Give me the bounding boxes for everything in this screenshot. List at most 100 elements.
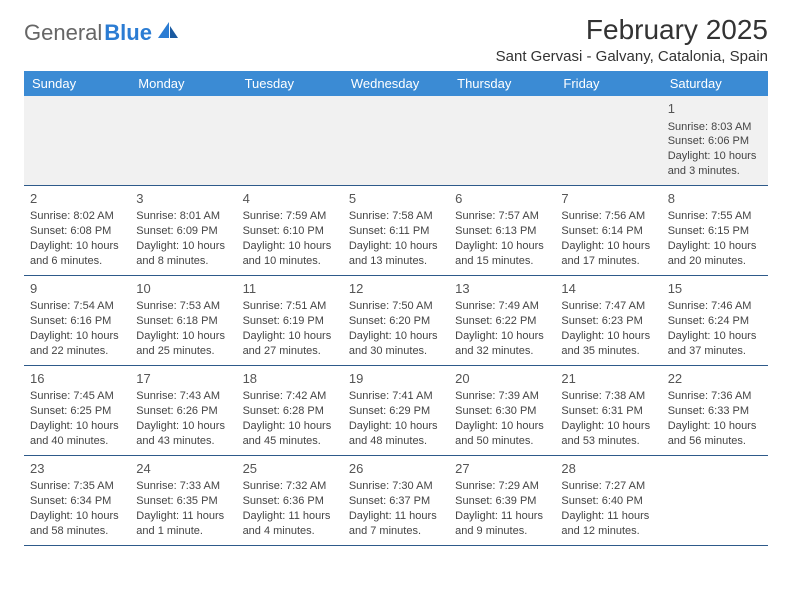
sunset-line: Sunset: 6:40 PM: [561, 494, 655, 509]
day-number: 5: [349, 190, 443, 208]
day-number: 13: [455, 280, 549, 298]
sunrise-line: Sunrise: 7:42 AM: [243, 389, 337, 404]
daylight-line: Daylight: 10 hours and 53 minutes.: [561, 419, 655, 449]
title-block: February 2025 Sant Gervasi - Galvany, Ca…: [496, 14, 768, 65]
weekday-header: Wednesday: [343, 71, 449, 96]
sunrise-line: Sunrise: 8:01 AM: [136, 209, 230, 224]
sunrise-line: Sunrise: 7:36 AM: [668, 389, 762, 404]
sunrise-line: Sunrise: 7:58 AM: [349, 209, 443, 224]
bottom-rule: [24, 545, 768, 546]
sunset-line: Sunset: 6:39 PM: [455, 494, 549, 509]
day-number: 28: [561, 460, 655, 478]
sunset-line: Sunset: 6:18 PM: [136, 314, 230, 329]
sunset-line: Sunset: 6:16 PM: [30, 314, 124, 329]
daylight-line: Daylight: 11 hours and 7 minutes.: [349, 509, 443, 539]
sunrise-line: Sunrise: 7:30 AM: [349, 479, 443, 494]
day-cell: 27Sunrise: 7:29 AMSunset: 6:39 PMDayligh…: [449, 455, 555, 545]
sunrise-line: Sunrise: 7:35 AM: [30, 479, 124, 494]
day-cell: [130, 96, 236, 185]
week-row: 1Sunrise: 8:03 AMSunset: 6:06 PMDaylight…: [24, 96, 768, 185]
daylight-line: Daylight: 11 hours and 1 minute.: [136, 509, 230, 539]
daylight-line: Daylight: 10 hours and 25 minutes.: [136, 329, 230, 359]
sunrise-line: Sunrise: 7:33 AM: [136, 479, 230, 494]
week-row: 9Sunrise: 7:54 AMSunset: 6:16 PMDaylight…: [24, 275, 768, 365]
logo-sail-icon: [156, 20, 180, 46]
day-cell: 15Sunrise: 7:46 AMSunset: 6:24 PMDayligh…: [662, 275, 768, 365]
sunrise-line: Sunrise: 7:41 AM: [349, 389, 443, 404]
sunrise-line: Sunrise: 7:27 AM: [561, 479, 655, 494]
sunrise-line: Sunrise: 7:39 AM: [455, 389, 549, 404]
sunrise-line: Sunrise: 7:47 AM: [561, 299, 655, 314]
sunrise-line: Sunrise: 7:57 AM: [455, 209, 549, 224]
daylight-line: Daylight: 11 hours and 9 minutes.: [455, 509, 549, 539]
day-number: 11: [243, 280, 337, 298]
sunset-line: Sunset: 6:15 PM: [668, 224, 762, 239]
day-number: 16: [30, 370, 124, 388]
sunrise-line: Sunrise: 7:51 AM: [243, 299, 337, 314]
day-cell: [662, 455, 768, 545]
sunrise-line: Sunrise: 7:54 AM: [30, 299, 124, 314]
weekday-header-row: SundayMondayTuesdayWednesdayThursdayFrid…: [24, 71, 768, 96]
day-number: 23: [30, 460, 124, 478]
sunrise-line: Sunrise: 7:53 AM: [136, 299, 230, 314]
sunset-line: Sunset: 6:08 PM: [30, 224, 124, 239]
logo-text-general: General: [24, 20, 102, 46]
day-number: 24: [136, 460, 230, 478]
daylight-line: Daylight: 10 hours and 43 minutes.: [136, 419, 230, 449]
weekday-header: Tuesday: [237, 71, 343, 96]
weekday-header: Friday: [555, 71, 661, 96]
day-number: 8: [668, 190, 762, 208]
day-number: 1: [668, 100, 762, 118]
sunset-line: Sunset: 6:13 PM: [455, 224, 549, 239]
day-cell: 14Sunrise: 7:47 AMSunset: 6:23 PMDayligh…: [555, 275, 661, 365]
sunrise-line: Sunrise: 7:38 AM: [561, 389, 655, 404]
day-cell: 19Sunrise: 7:41 AMSunset: 6:29 PMDayligh…: [343, 365, 449, 455]
daylight-line: Daylight: 10 hours and 35 minutes.: [561, 329, 655, 359]
daylight-line: Daylight: 10 hours and 15 minutes.: [455, 239, 549, 269]
day-cell: 17Sunrise: 7:43 AMSunset: 6:26 PMDayligh…: [130, 365, 236, 455]
day-number: 6: [455, 190, 549, 208]
daylight-line: Daylight: 10 hours and 50 minutes.: [455, 419, 549, 449]
sunrise-line: Sunrise: 7:59 AM: [243, 209, 337, 224]
sunset-line: Sunset: 6:14 PM: [561, 224, 655, 239]
daylight-line: Daylight: 10 hours and 22 minutes.: [30, 329, 124, 359]
daylight-line: Daylight: 10 hours and 37 minutes.: [668, 329, 762, 359]
weekday-header: Sunday: [24, 71, 130, 96]
day-cell: 20Sunrise: 7:39 AMSunset: 6:30 PMDayligh…: [449, 365, 555, 455]
header: GeneralBlue February 2025 Sant Gervasi -…: [24, 14, 768, 65]
day-cell: 24Sunrise: 7:33 AMSunset: 6:35 PMDayligh…: [130, 455, 236, 545]
day-cell: [343, 96, 449, 185]
sunset-line: Sunset: 6:30 PM: [455, 404, 549, 419]
calendar-table: SundayMondayTuesdayWednesdayThursdayFrid…: [24, 71, 768, 545]
day-cell: 8Sunrise: 7:55 AMSunset: 6:15 PMDaylight…: [662, 185, 768, 275]
daylight-line: Daylight: 10 hours and 48 minutes.: [349, 419, 443, 449]
day-cell: 2Sunrise: 8:02 AMSunset: 6:08 PMDaylight…: [24, 185, 130, 275]
sunrise-line: Sunrise: 7:32 AM: [243, 479, 337, 494]
sunrise-line: Sunrise: 7:55 AM: [668, 209, 762, 224]
month-title: February 2025: [496, 14, 768, 46]
day-number: 25: [243, 460, 337, 478]
day-cell: 12Sunrise: 7:50 AMSunset: 6:20 PMDayligh…: [343, 275, 449, 365]
day-cell: [449, 96, 555, 185]
sunset-line: Sunset: 6:31 PM: [561, 404, 655, 419]
sunset-line: Sunset: 6:23 PM: [561, 314, 655, 329]
sunset-line: Sunset: 6:34 PM: [30, 494, 124, 509]
day-cell: 23Sunrise: 7:35 AMSunset: 6:34 PMDayligh…: [24, 455, 130, 545]
sunset-line: Sunset: 6:33 PM: [668, 404, 762, 419]
sunrise-line: Sunrise: 7:29 AM: [455, 479, 549, 494]
daylight-line: Daylight: 10 hours and 17 minutes.: [561, 239, 655, 269]
day-cell: 26Sunrise: 7:30 AMSunset: 6:37 PMDayligh…: [343, 455, 449, 545]
day-cell: 16Sunrise: 7:45 AMSunset: 6:25 PMDayligh…: [24, 365, 130, 455]
day-cell: [237, 96, 343, 185]
day-cell: 9Sunrise: 7:54 AMSunset: 6:16 PMDaylight…: [24, 275, 130, 365]
day-cell: 28Sunrise: 7:27 AMSunset: 6:40 PMDayligh…: [555, 455, 661, 545]
weekday-header: Saturday: [662, 71, 768, 96]
daylight-line: Daylight: 10 hours and 58 minutes.: [30, 509, 124, 539]
day-number: 26: [349, 460, 443, 478]
logo-text-blue: Blue: [104, 20, 152, 46]
daylight-line: Daylight: 10 hours and 56 minutes.: [668, 419, 762, 449]
daylight-line: Daylight: 10 hours and 3 minutes.: [668, 149, 762, 179]
sunset-line: Sunset: 6:37 PM: [349, 494, 443, 509]
sunrise-line: Sunrise: 8:03 AM: [668, 120, 762, 135]
day-number: 21: [561, 370, 655, 388]
